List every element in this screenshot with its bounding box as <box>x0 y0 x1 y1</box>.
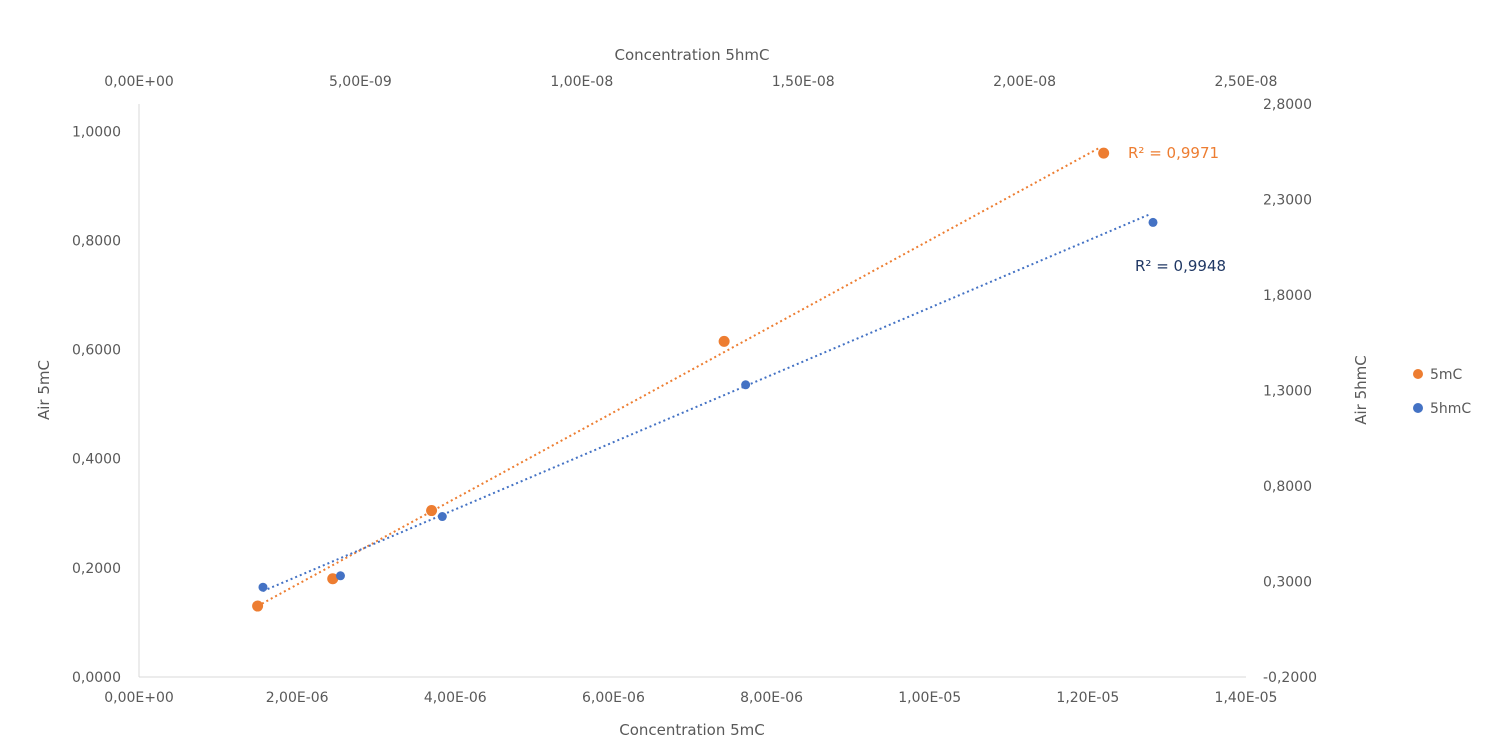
r2-labels: R² = 0,9971 R² = 0,9948 <box>1128 144 1226 275</box>
legend-item-5mc: 5mC <box>1413 367 1463 383</box>
y-left-tick-label: 1,0000 <box>72 124 121 140</box>
data-point-5hmc <box>335 571 345 581</box>
legend-marker-5hmc <box>1413 403 1423 413</box>
y-left-tick-label: 0,8000 <box>72 233 121 249</box>
legend-item-5hmc: 5hmC <box>1413 401 1471 417</box>
x-bottom-tick-label: 0,00E+00 <box>104 690 174 706</box>
x-bottom-tick-label: 6,00E-06 <box>582 690 645 706</box>
y-left-tick-label: 0,2000 <box>72 561 121 577</box>
trendlines <box>257 146 1149 607</box>
y-right-tick-label: 1,8000 <box>1263 288 1312 304</box>
data-point-5mc <box>1098 147 1110 159</box>
y-right-tick-label: 0,8000 <box>1263 479 1312 495</box>
r2-label-5hmc: R² = 0,9948 <box>1135 257 1226 275</box>
y-left-axis-title: Air 5mC <box>35 360 53 420</box>
x-top-tick-label: 1,00E-08 <box>550 74 613 90</box>
y-right-tick-label: -0,2000 <box>1263 670 1317 686</box>
data-points <box>252 147 1158 612</box>
legend-marker-5mc <box>1413 369 1423 379</box>
y-right-axis-title: Air 5hmC <box>1352 355 1370 425</box>
x-bottom-tick-label: 2,00E-06 <box>266 690 329 706</box>
data-point-5mc <box>718 335 730 347</box>
data-point-5mc <box>327 573 339 585</box>
data-point-5mc <box>426 505 438 517</box>
x-bottom-tick-label: 8,00E-06 <box>740 690 803 706</box>
x-top-tick-label: 2,50E-08 <box>1215 74 1278 90</box>
x-bottom-axis-title: Concentration 5mC <box>619 721 765 739</box>
y-left-tick-label: 0,0000 <box>72 670 121 686</box>
trendline-5mc <box>257 146 1101 607</box>
data-point-5hmc <box>1148 217 1158 227</box>
right-tick-labels: -0,2000 0,3000 0,8000 1,3000 1,8000 2,3000 2,8… <box>1263 97 1317 686</box>
legend-label-5mc: 5mC <box>1430 367 1463 383</box>
x-bottom-tick-label: 1,40E-05 <box>1215 690 1278 706</box>
x-top-tick-label: 0,00E+00 <box>104 74 174 90</box>
x-top-tick-label: 2,00E-08 <box>993 74 1056 90</box>
x-top-tick-label: 1,50E-08 <box>772 74 835 90</box>
legend-label-5hmc: 5hmC <box>1430 401 1471 417</box>
y-right-tick-label: 2,3000 <box>1263 193 1312 209</box>
data-point-5hmc <box>741 380 751 390</box>
x-bottom-tick-label: 4,00E-06 <box>424 690 487 706</box>
top-tick-labels: 0,00E+00 5,00E-09 1,00E-08 1,50E-08 2,00E-08… <box>104 74 1277 90</box>
x-bottom-tick-label: 1,20E-05 <box>1056 690 1119 706</box>
y-left-tick-label: 0,4000 <box>72 452 121 468</box>
r2-label-5mc: R² = 0,9971 <box>1128 144 1219 162</box>
x-top-axis-title: Concentration 5hmC <box>614 46 769 64</box>
data-point-5hmc <box>258 582 268 592</box>
y-left-tick-label: 0,6000 <box>72 343 121 359</box>
x-top-tick-label: 5,00E-09 <box>329 74 392 90</box>
data-point-5mc <box>252 600 264 612</box>
x-bottom-tick-label: 1,00E-05 <box>898 690 961 706</box>
y-right-tick-label: 0,3000 <box>1263 575 1312 591</box>
bottom-tick-labels: 0,00E+00 2,00E-06 4,00E-06 6,00E-06 8,00E-06… <box>104 690 1277 706</box>
y-right-tick-label: 1,3000 <box>1263 384 1312 400</box>
y-right-tick-label: 2,8000 <box>1263 97 1312 113</box>
left-tick-labels: 0,0000 0,2000 0,4000 0,6000 0,8000 1,0000 <box>72 124 121 686</box>
trendline-5hmc <box>262 213 1149 592</box>
axes-layer <box>138 104 1246 678</box>
legend: 5mC 5hmC <box>1413 367 1471 417</box>
data-point-5hmc <box>437 512 447 522</box>
